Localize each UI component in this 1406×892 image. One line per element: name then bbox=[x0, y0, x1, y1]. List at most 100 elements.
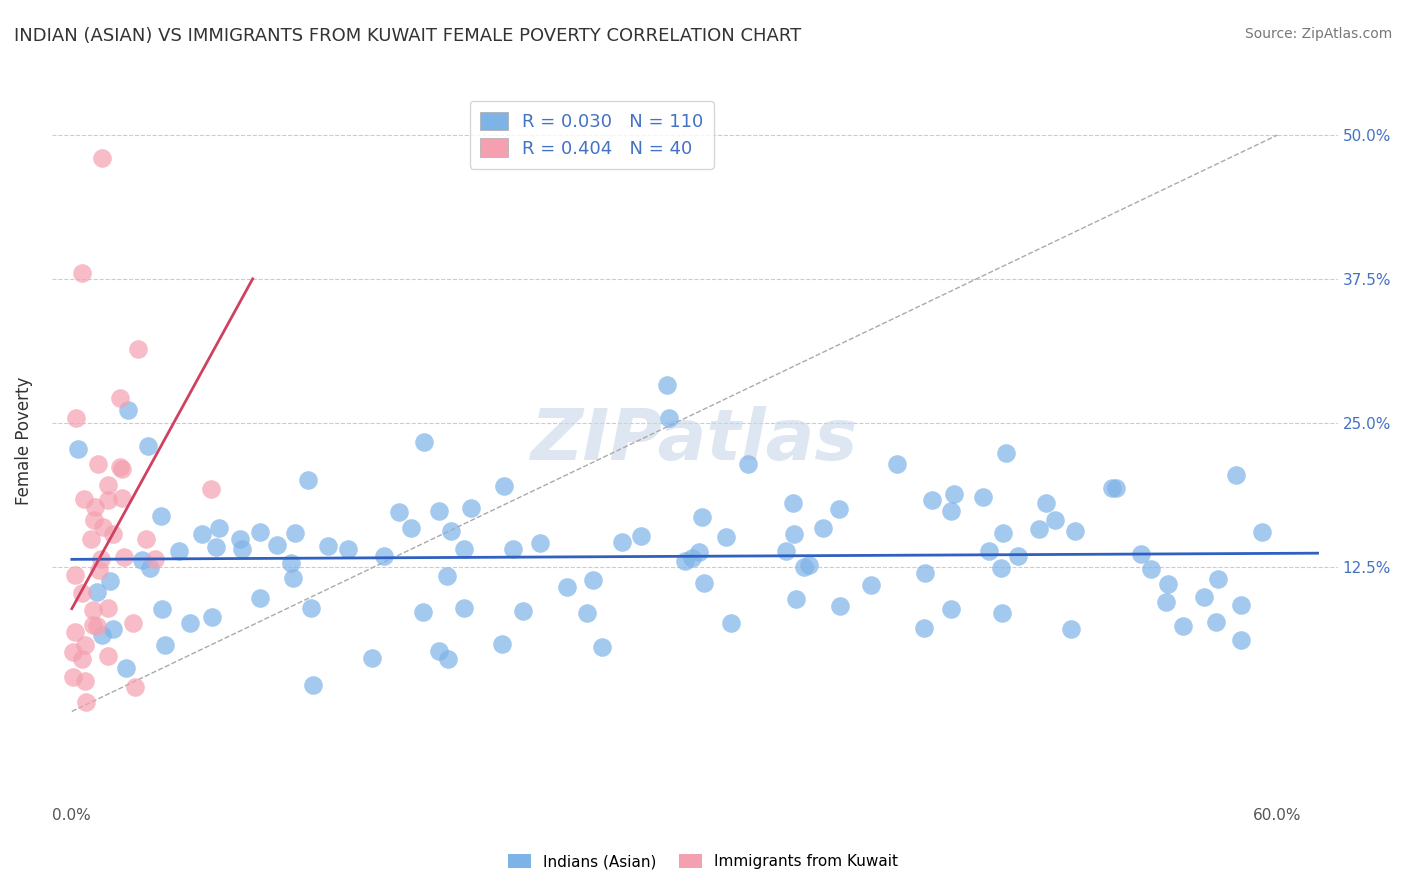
Point bbox=[939, 503, 962, 517]
Point bbox=[714, 530, 737, 544]
Point bbox=[1225, 467, 1247, 482]
Point bbox=[1139, 562, 1161, 576]
Point bbox=[1043, 513, 1066, 527]
Point bbox=[491, 637, 513, 651]
Point bbox=[1060, 622, 1083, 636]
Point bbox=[83, 513, 105, 527]
Y-axis label: Female Poverty: Female Poverty bbox=[15, 376, 32, 505]
Point bbox=[1105, 481, 1128, 495]
Point bbox=[97, 601, 120, 615]
Point bbox=[62, 645, 84, 659]
Point bbox=[91, 628, 114, 642]
Point bbox=[1101, 481, 1123, 495]
Point bbox=[1206, 573, 1229, 587]
Point bbox=[115, 661, 138, 675]
Point bbox=[720, 616, 742, 631]
Text: INDIAN (ASIAN) VS IMMIGRANTS FROM KUWAIT FEMALE POVERTY CORRELATION CHART: INDIAN (ASIAN) VS IMMIGRANTS FROM KUWAIT… bbox=[14, 27, 801, 45]
Point bbox=[512, 604, 534, 618]
Point bbox=[70, 266, 93, 280]
Point bbox=[941, 601, 963, 615]
Point bbox=[301, 678, 323, 692]
Text: ZIPatlas: ZIPatlas bbox=[531, 406, 859, 475]
Point bbox=[977, 543, 1000, 558]
Point bbox=[991, 525, 1014, 540]
Point bbox=[150, 602, 173, 616]
Point bbox=[281, 571, 304, 585]
Point bbox=[1028, 522, 1050, 536]
Point bbox=[82, 617, 104, 632]
Point bbox=[134, 532, 156, 546]
Point bbox=[229, 532, 252, 546]
Point bbox=[782, 527, 804, 541]
Point bbox=[361, 651, 384, 665]
Point bbox=[336, 541, 359, 556]
Point bbox=[62, 849, 84, 863]
Point bbox=[373, 549, 395, 563]
Point bbox=[121, 616, 143, 631]
Point bbox=[117, 403, 139, 417]
Point bbox=[427, 504, 450, 518]
Point bbox=[886, 457, 908, 471]
Point bbox=[84, 500, 107, 514]
Point bbox=[610, 534, 633, 549]
Point bbox=[297, 474, 319, 488]
Point bbox=[200, 610, 222, 624]
Point bbox=[921, 493, 943, 508]
Point bbox=[782, 496, 804, 510]
Point bbox=[101, 527, 124, 541]
Point bbox=[658, 411, 681, 425]
Point bbox=[1250, 525, 1272, 540]
Point bbox=[1230, 632, 1253, 647]
Point bbox=[191, 527, 214, 541]
Point bbox=[799, 558, 821, 572]
Point bbox=[98, 574, 121, 588]
Point bbox=[830, 599, 852, 613]
Point bbox=[399, 521, 422, 535]
Point bbox=[87, 457, 110, 471]
Point bbox=[690, 509, 713, 524]
Point bbox=[688, 545, 710, 559]
Point bbox=[1154, 595, 1177, 609]
Point bbox=[412, 605, 434, 619]
Point bbox=[914, 566, 936, 581]
Point bbox=[143, 551, 166, 566]
Point bbox=[436, 569, 458, 583]
Point bbox=[460, 501, 482, 516]
Point bbox=[111, 491, 134, 505]
Point bbox=[427, 644, 450, 658]
Point bbox=[97, 493, 120, 508]
Point bbox=[179, 615, 201, 630]
Point bbox=[112, 549, 135, 564]
Point bbox=[97, 648, 120, 663]
Point bbox=[131, 553, 153, 567]
Point bbox=[1035, 496, 1057, 510]
Point bbox=[813, 521, 835, 535]
Point bbox=[200, 483, 222, 497]
Point bbox=[1064, 524, 1087, 539]
Point bbox=[75, 674, 97, 689]
Point bbox=[859, 578, 882, 592]
Point bbox=[775, 544, 797, 558]
Point bbox=[97, 478, 120, 492]
Point bbox=[630, 529, 652, 543]
Point bbox=[1205, 615, 1227, 629]
Point bbox=[693, 576, 716, 591]
Point bbox=[87, 563, 110, 577]
Point bbox=[73, 491, 96, 506]
Point bbox=[440, 524, 463, 538]
Point bbox=[581, 573, 603, 587]
Point bbox=[75, 695, 97, 709]
Point bbox=[555, 580, 578, 594]
Point bbox=[413, 434, 436, 449]
Point bbox=[785, 592, 807, 607]
Point bbox=[1229, 599, 1251, 613]
Point bbox=[63, 568, 86, 582]
Point bbox=[1173, 619, 1195, 633]
Point bbox=[127, 342, 149, 356]
Point bbox=[138, 439, 160, 453]
Point bbox=[108, 460, 131, 475]
Point bbox=[655, 377, 678, 392]
Point bbox=[502, 541, 524, 556]
Point bbox=[80, 532, 103, 546]
Point bbox=[231, 541, 253, 556]
